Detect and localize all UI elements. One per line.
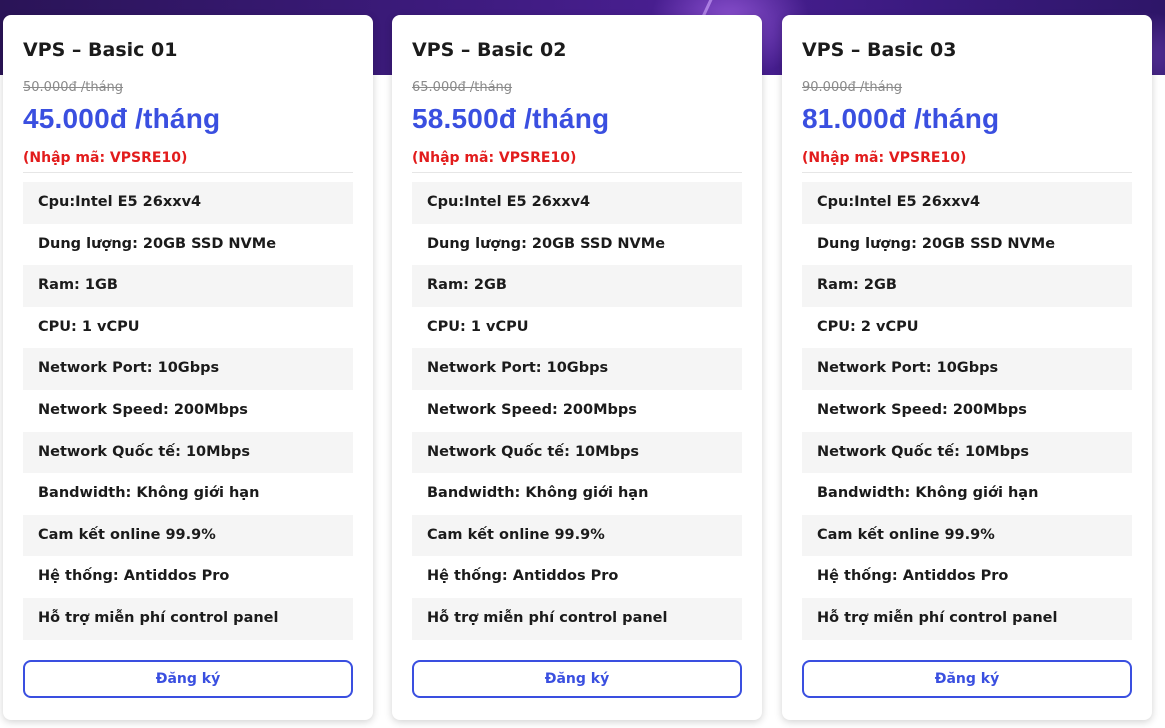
- feature-item: Hệ thống: Antiddos Pro: [817, 568, 1009, 585]
- feature-item: Network Port: 10Gbps: [412, 348, 742, 390]
- feature-item: Hỗ trợ miễn phí control panel: [802, 597, 1132, 640]
- feature-list: Cpu:Intel E5 26xxv4 Dung lượng: 20GB SSD…: [412, 182, 742, 640]
- feature-item: Hệ thống: Antiddos Pro: [38, 568, 230, 585]
- original-price: 50.000đ /tháng: [23, 80, 124, 95]
- original-price: 90.000đ /tháng: [802, 80, 903, 95]
- pricing-card-basic-01: VPS – Basic 01 50.000đ /tháng 45.000đ /t…: [3, 15, 373, 720]
- feature-list: Cpu:Intel E5 26xxv4 Dung lượng: 20GB SSD…: [802, 182, 1132, 640]
- feature-item: Cpu:Intel E5 26xxv4: [23, 182, 353, 224]
- pricing-card-basic-02: VPS – Basic 02 65.000đ /tháng 58.500đ /t…: [392, 15, 762, 720]
- feature-item: Dung lượng: 20GB SSD NVMe: [427, 235, 666, 252]
- feature-item: Network Quốc tế: 10Mbps: [23, 431, 353, 474]
- divider: [802, 172, 1132, 173]
- current-price: 45.000đ /tháng: [23, 103, 221, 134]
- divider: [412, 172, 742, 173]
- feature-item: Bandwidth: Không giới hạn: [427, 485, 649, 502]
- feature-item: CPU: 1 vCPU: [38, 318, 140, 335]
- feature-item: Network Speed: 200Mbps: [817, 401, 1027, 418]
- plan-title: VPS – Basic 02: [412, 39, 567, 61]
- feature-item: Network Speed: 200Mbps: [427, 401, 637, 418]
- plan-title: VPS – Basic 01: [23, 39, 178, 61]
- feature-item: Ram: 2GB: [802, 265, 1132, 307]
- plan-title: VPS – Basic 03: [802, 39, 957, 61]
- divider: [23, 172, 353, 173]
- feature-item: Cpu:Intel E5 26xxv4: [412, 182, 742, 224]
- feature-item: Hỗ trợ miễn phí control panel: [23, 597, 353, 640]
- signup-button[interactable]: Đăng ký: [802, 660, 1132, 698]
- current-price: 58.500đ /tháng: [412, 103, 610, 134]
- feature-item: Network Quốc tế: 10Mbps: [802, 431, 1132, 474]
- pricing-card-basic-03: VPS – Basic 03 90.000đ /tháng 81.000đ /t…: [782, 15, 1152, 720]
- feature-item: Cam kết online 99.9%: [412, 514, 742, 557]
- original-price: 65.000đ /tháng: [412, 80, 513, 95]
- signup-button[interactable]: Đăng ký: [412, 660, 742, 698]
- feature-item: CPU: 2 vCPU: [817, 318, 919, 335]
- feature-item: Hệ thống: Antiddos Pro: [427, 568, 619, 585]
- feature-item: Bandwidth: Không giới hạn: [38, 485, 260, 502]
- promo-code: (Nhập mã: VPSRE10): [412, 150, 577, 166]
- feature-item: Network Port: 10Gbps: [23, 348, 353, 390]
- current-price: 81.000đ /tháng: [802, 103, 1000, 134]
- promo-code: (Nhập mã: VPSRE10): [23, 150, 188, 166]
- feature-list: Cpu:Intel E5 26xxv4 Dung lượng: 20GB SSD…: [23, 182, 353, 640]
- feature-item: Hỗ trợ miễn phí control panel: [412, 597, 742, 640]
- feature-item: Cpu:Intel E5 26xxv4: [802, 182, 1132, 224]
- feature-item: Bandwidth: Không giới hạn: [817, 485, 1039, 502]
- signup-button[interactable]: Đăng ký: [23, 660, 353, 698]
- feature-item: Ram: 1GB: [23, 265, 353, 307]
- feature-item: Dung lượng: 20GB SSD NVMe: [38, 235, 277, 252]
- feature-item: Cam kết online 99.9%: [802, 514, 1132, 557]
- feature-item: Network Quốc tế: 10Mbps: [412, 431, 742, 474]
- feature-item: Network Speed: 200Mbps: [38, 401, 248, 418]
- feature-item: Cam kết online 99.9%: [23, 514, 353, 557]
- feature-item: CPU: 1 vCPU: [427, 318, 529, 335]
- feature-item: Dung lượng: 20GB SSD NVMe: [817, 235, 1056, 252]
- feature-item: Ram: 2GB: [412, 265, 742, 307]
- feature-item: Network Port: 10Gbps: [802, 348, 1132, 390]
- promo-code: (Nhập mã: VPSRE10): [802, 150, 967, 166]
